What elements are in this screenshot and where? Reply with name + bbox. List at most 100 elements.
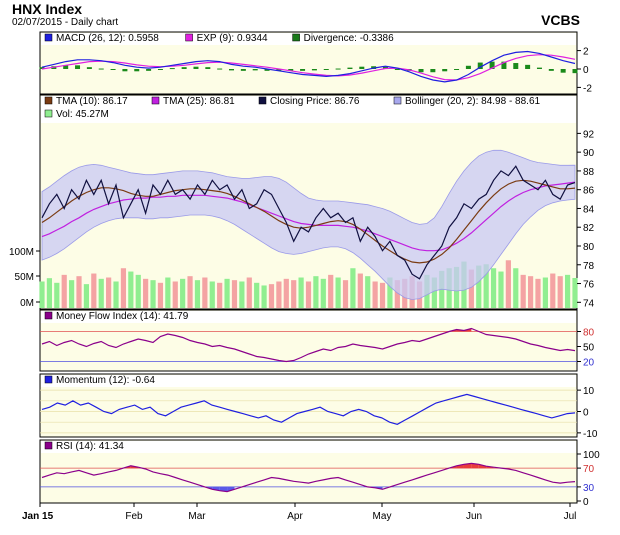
volume-bar — [431, 277, 437, 308]
price-ytick-label: 82 — [583, 223, 595, 234]
volume-bar — [291, 280, 297, 308]
volume-bar — [483, 264, 489, 308]
macd-divergence-bar — [146, 69, 152, 71]
x-axis-month-label: Jan 15 — [22, 511, 54, 522]
volume-bar — [268, 284, 275, 308]
mfi-legend-bg — [41, 311, 576, 323]
momentum-line — [41, 393, 576, 425]
volume-bar — [342, 280, 349, 308]
macd-ytick-label: 0 — [583, 65, 589, 76]
macd-divergence-bar — [513, 63, 519, 69]
macd-divergence-bar — [465, 65, 471, 69]
volume-bar — [180, 278, 186, 308]
price-ytick-label: 76 — [583, 280, 595, 291]
macd-divergence-bar — [394, 69, 400, 70]
price-ytick-label: 88 — [583, 167, 595, 178]
price-legend-label: Closing Price: 86.76 — [270, 96, 360, 107]
volume-bar — [527, 276, 534, 308]
x-axis-month-label: Jul — [564, 511, 577, 522]
macd-divergence-bar — [442, 69, 448, 72]
volume-bar — [83, 284, 90, 308]
x-axis-month-label: Jun — [466, 511, 482, 522]
macd-divergence-bar — [157, 69, 163, 70]
macd-legend-label: Divergence: -0.3386 — [304, 33, 394, 44]
macd-divergence-bar — [39, 67, 45, 69]
price-legend-label: Bollinger (20, 2): 84.98 - 88.61 — [405, 96, 541, 107]
price-ytick-label: 78 — [583, 261, 595, 272]
macd-divergence-bar — [572, 69, 578, 74]
macd-divergence-bar — [169, 68, 175, 70]
chart-title: HNX Index — [12, 1, 83, 17]
volume-bar — [106, 277, 112, 308]
volume-bar — [365, 276, 371, 308]
macd-divergence-bar — [86, 67, 92, 69]
macd-divergence-bar — [311, 69, 317, 71]
volume-bar — [239, 281, 245, 308]
volume-bar — [113, 281, 119, 308]
macd-line — [41, 50, 576, 83]
volume-bar — [261, 285, 267, 308]
volume-bar — [350, 268, 356, 308]
macd-divergence-bar — [63, 65, 69, 69]
macd-divergence-bar — [181, 67, 187, 69]
volume-bar — [564, 274, 571, 308]
rsi-ytick-label: 0 — [583, 497, 589, 508]
volume-bar — [187, 276, 193, 308]
volume-bar — [202, 277, 208, 308]
macd-divergence-bar — [489, 61, 495, 69]
price-ytick-label: 84 — [583, 204, 595, 215]
mfi-line — [41, 327, 576, 363]
volume-bar — [120, 268, 127, 308]
volume-bar — [69, 280, 75, 308]
macd-legend-label: MACD (26, 12): 0.5958 — [56, 33, 159, 44]
price-legend-bg — [41, 96, 576, 123]
volume-bar — [98, 278, 104, 308]
macd-divergence-bar — [205, 67, 211, 69]
volume-bar — [498, 271, 504, 308]
volume-tick-label: 0M — [20, 298, 34, 309]
macd-divergence-bar — [454, 69, 460, 70]
volume-bar — [91, 273, 97, 308]
macd-divergence-bar — [217, 68, 223, 70]
volume-bar — [557, 276, 563, 308]
volume-bar — [357, 273, 363, 308]
mfi-legend-label: Money Flow Index (14): 41.79 — [56, 311, 189, 322]
macd-legend-bg — [41, 33, 576, 45]
macd-divergence-bar — [477, 62, 483, 69]
volume-bar — [535, 278, 541, 308]
macd-divergence-bar — [134, 69, 140, 72]
x-axis-month-label: May — [373, 511, 392, 522]
rsi-oversold-fill — [212, 486, 220, 491]
x-axis-month-label: Apr — [287, 511, 303, 522]
momentum-ytick-label: 0 — [583, 408, 589, 419]
volume-bar — [372, 281, 378, 308]
macd-divergence-bar — [382, 66, 388, 69]
volume-bar — [550, 273, 556, 308]
volume-bar — [520, 274, 526, 308]
volume-tick-label: 50M — [15, 272, 34, 283]
volume-tick-label: 100M — [9, 247, 34, 258]
rsi-ytick-label: 70 — [583, 464, 595, 475]
mfi-ytick-label: 80 — [583, 328, 595, 339]
volume-bar — [224, 278, 230, 308]
macd-divergence-bar — [347, 67, 353, 69]
volume-bar — [379, 282, 386, 308]
volume-bar — [298, 277, 304, 308]
macd-divergence-bar — [276, 69, 282, 71]
volume-bar — [128, 271, 134, 308]
volume-bar — [194, 280, 201, 308]
macd-divergence-bar — [418, 69, 424, 73]
volume-bar — [542, 277, 548, 308]
volume-bar — [61, 274, 67, 308]
volume-bar — [246, 277, 252, 308]
momentum-legend-label: Momentum (12): -0.64 — [56, 375, 155, 386]
rsi-legend-label: RSI (14): 41.34 — [56, 441, 124, 452]
volume-bar — [335, 277, 341, 308]
macd-divergence-bar — [264, 69, 270, 71]
macd-divergence-bar — [75, 65, 81, 69]
macd-legend-swatch — [44, 33, 53, 42]
volume-bar — [476, 265, 482, 308]
macd-divergence-bar — [335, 68, 341, 70]
price-ytick-label: 80 — [583, 242, 595, 253]
